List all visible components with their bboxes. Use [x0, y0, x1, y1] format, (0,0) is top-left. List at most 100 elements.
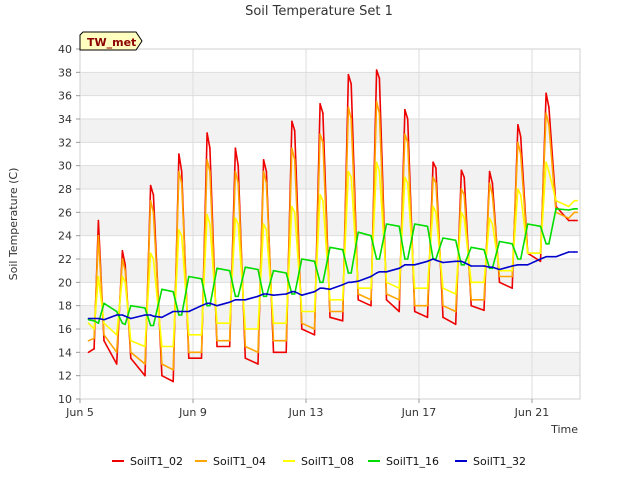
data-point-soilt1-04 [347, 106, 350, 109]
data-point-soilt1-16 [130, 304, 132, 307]
data-point-soilt1-08 [555, 199, 557, 202]
data-point-soilt1-02 [262, 159, 265, 161]
data-point-soilt1-32 [200, 304, 203, 307]
series-soilt1-04 [87, 100, 578, 371]
y-tick-label: 24 [58, 230, 72, 243]
data-point-soilt1-04 [432, 176, 434, 179]
data-point-soilt1-16 [234, 295, 237, 298]
data-point-soilt1-08 [426, 287, 429, 289]
y-tick-label: 20 [58, 276, 72, 289]
data-point-soilt1-08 [103, 322, 105, 324]
data-point-soilt1-04 [576, 211, 578, 214]
data-point-soilt1-16 [300, 258, 303, 260]
x-axis-title: Time [550, 423, 578, 436]
y-axis-ticks: 10 12 14 16 18 20 22 24 26 28 30 32 34 36 38 40 [58, 43, 80, 406]
y-axis-title: Soil Temperature (C) [7, 168, 20, 281]
data-point-soilt1-02 [313, 334, 316, 336]
data-point-soilt1-16 [228, 269, 231, 272]
data-point-soilt1-08 [187, 334, 190, 336]
data-point-soilt1-08 [576, 199, 578, 202]
data-point-soilt1-04 [178, 170, 180, 173]
data-point-soilt1-08 [370, 287, 372, 289]
data-point-soilt1-32 [398, 267, 401, 270]
data-point-soilt1-16 [272, 269, 275, 272]
y-tick-label: 40 [58, 43, 72, 56]
data-point-soilt1-08 [491, 223, 494, 225]
y-tick-label: 28 [58, 183, 72, 196]
data-point-soilt1-32 [460, 260, 463, 263]
data-point-soilt1-08 [398, 287, 401, 289]
x-tick-label: Jun 9 [178, 406, 207, 419]
data-point-soilt1-32 [347, 281, 350, 284]
data-point-soilt1-32 [555, 255, 557, 258]
data-point-soilt1-02 [370, 304, 372, 307]
series-soilt1-16 [87, 208, 578, 327]
series-soilt1-32 [87, 251, 578, 321]
data-point-soilt1-02 [378, 77, 381, 79]
x-tick-label: Jun 5 [65, 406, 94, 419]
data-point-soilt1-04 [293, 159, 296, 161]
data-point-soilt1-32 [237, 299, 239, 301]
data-point-soilt1-32 [517, 264, 519, 266]
data-point-soilt1-08 [244, 328, 247, 330]
data-point-soilt1-32 [265, 293, 268, 295]
data-point-soilt1-16 [180, 314, 183, 316]
y-tick-label: 16 [58, 323, 72, 336]
y-tick-label: 38 [58, 66, 72, 79]
data-point-soilt1-16 [97, 322, 100, 324]
data-point-soilt1-08 [519, 194, 522, 196]
data-point-soilt1-02 [103, 339, 105, 342]
data-point-soilt1-02 [347, 73, 350, 76]
data-point-soilt1-08 [237, 223, 239, 225]
data-point-soilt1-32 [187, 310, 190, 313]
data-point-soilt1-16 [460, 264, 463, 266]
data-point-soilt1-02 [460, 169, 463, 172]
data-point-soilt1-04 [124, 269, 126, 272]
data-point-soilt1-02 [329, 316, 331, 319]
data-point-soilt1-08 [385, 281, 388, 284]
data-point-soilt1-02 [426, 316, 429, 319]
data-point-soilt1-32 [87, 317, 90, 320]
data-point-soilt1-02 [285, 351, 288, 354]
data-point-soilt1-02 [385, 299, 388, 301]
data-point-soilt1-32 [178, 310, 180, 313]
data-point-soilt1-04 [413, 304, 416, 307]
data-point-soilt1-04 [97, 234, 100, 237]
y-tick-label: 18 [58, 300, 72, 313]
data-point-soilt1-32 [300, 294, 303, 296]
data-point-soilt1-32 [313, 290, 316, 293]
data-point-soilt1-04 [435, 182, 437, 184]
legend-item-soilt1-04: SoilT1_04 [195, 455, 266, 468]
data-point-soilt1-32 [539, 258, 542, 260]
data-point-soilt1-16 [483, 248, 485, 251]
data-point-soilt1-02 [413, 310, 416, 313]
data-point-soilt1-32 [121, 314, 124, 316]
data-point-soilt1-02 [87, 351, 90, 354]
data-point-soilt1-16 [398, 225, 401, 228]
data-point-soilt1-04 [272, 339, 275, 342]
data-point-soilt1-32 [548, 255, 550, 258]
data-point-soilt1-16 [322, 281, 324, 284]
data-point-soilt1-32 [491, 266, 494, 268]
data-point-soilt1-08 [573, 199, 576, 202]
data-point-soilt1-04 [149, 199, 152, 202]
data-point-soilt1-04 [121, 258, 124, 260]
data-point-soilt1-04 [209, 170, 211, 173]
data-point-soilt1-02 [406, 118, 409, 120]
data-point-soilt1-08 [152, 258, 155, 260]
data-point-soilt1-04 [378, 112, 381, 114]
grid-band [80, 142, 580, 166]
data-point-soilt1-02 [97, 219, 100, 222]
grid-band [80, 49, 580, 73]
data-point-soilt1-16 [187, 275, 190, 278]
data-point-soilt1-08 [178, 229, 180, 231]
data-point-soilt1-08 [511, 269, 514, 272]
data-point-soilt1-32 [567, 251, 570, 253]
data-point-soilt1-02 [573, 219, 576, 222]
data-point-soilt1-32 [370, 275, 372, 278]
data-point-soilt1-16 [209, 304, 211, 307]
grid-band [80, 165, 580, 189]
data-point-soilt1-32 [285, 293, 288, 295]
data-point-soilt1-02 [172, 380, 175, 383]
data-point-soilt1-16 [172, 290, 175, 293]
